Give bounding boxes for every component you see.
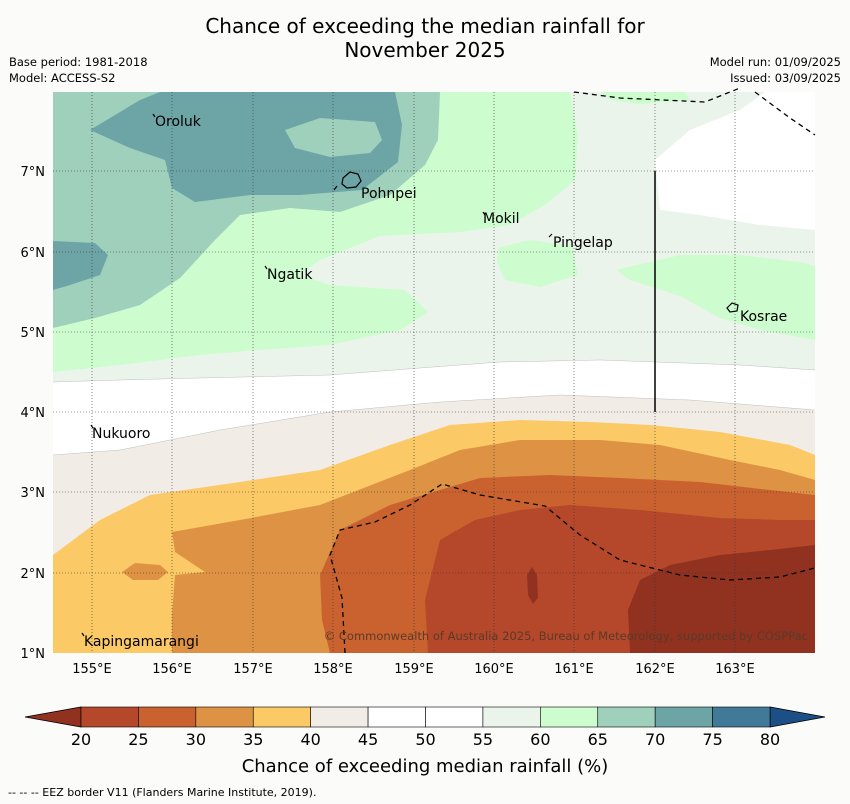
kosrae-island <box>726 302 739 313</box>
lat-label: 3°N <box>21 486 46 501</box>
meta-right: Model run: 01/09/2025 Issued: 03/09/2025 <box>710 54 841 86</box>
colorbar-cell <box>540 706 599 728</box>
colorbar-tick-label: 80 <box>760 730 780 749</box>
pohnpei-island <box>341 171 362 189</box>
lat-axis: 1°N 2°N 3°N 4°N 5°N 6°N 7°N <box>21 165 46 662</box>
lon-label: 163°E <box>715 662 755 677</box>
island-mark <box>482 211 486 216</box>
title-line-1: Chance of exceeding the median rainfall … <box>205 14 645 38</box>
colorbar-cell <box>138 706 197 728</box>
eez-borders <box>329 87 816 654</box>
colorbar: 20 25 30 35 40 45 50 55 60 65 70 75 80 <box>24 706 826 749</box>
lon-label: 162°E <box>635 662 675 677</box>
lon-label: 160°E <box>474 662 514 677</box>
colorbar-cell <box>654 706 713 728</box>
colorbar-cell <box>597 706 656 728</box>
place-labels: Oroluk Pohnpei Mokil Pingelap Ngatik Kos… <box>84 114 787 650</box>
model-run: Model run: 01/09/2025 <box>709 55 841 69</box>
colorbar-cell <box>425 706 484 728</box>
colorbar-tick-label: 70 <box>645 730 665 749</box>
island-mark <box>548 233 553 238</box>
lat-label: 2°N <box>21 567 46 582</box>
meta-left: Base period: 1981-2018 Model: ACCESS-S2 <box>9 54 148 86</box>
place-label-mokil: Mokil <box>483 211 520 227</box>
place-label-kapingamarangi: Kapingamarangi <box>84 634 199 650</box>
rainfall-contours <box>53 92 815 653</box>
issued-date: Issued: 03/09/2025 <box>730 71 841 85</box>
copyright-text: © Commonwealth of Australia 2025, Bureau… <box>324 629 808 643</box>
colorbar-cells <box>80 706 771 728</box>
eez-footnote: -- -- -- EEZ border V11 (Flanders Marine… <box>8 786 317 799</box>
colorbar-tick-label: 50 <box>415 730 435 749</box>
colorbar-cell <box>310 706 369 728</box>
island-mark <box>264 265 268 270</box>
title-line-2: November 2025 <box>344 38 506 62</box>
colorbar-tick-label: 20 <box>71 730 91 749</box>
lat-label: 7°N <box>21 165 46 180</box>
islands <box>81 113 739 637</box>
base-period: Base period: 1981-2018 <box>9 55 148 69</box>
colorbar-label: Chance of exceeding median rainfall (%) <box>242 756 609 777</box>
lon-label: 159°E <box>394 662 434 677</box>
place-label-pohnpei: Pohnpei <box>361 186 417 202</box>
colorbar-cell <box>252 706 311 728</box>
colorbar-under-arrow <box>24 706 82 728</box>
place-label-kosrae: Kosrae <box>740 309 787 325</box>
colorbar-tick-label: 35 <box>243 730 263 749</box>
place-label-oroluk: Oroluk <box>155 114 202 130</box>
map-title: Chance of exceeding the median rainfall … <box>0 14 850 62</box>
colorbar-tick-label: 30 <box>186 730 206 749</box>
colorbar-tick-label: 60 <box>530 730 550 749</box>
lon-axis: 155°E 156°E 157°E 158°E 159°E 160°E 161°… <box>72 662 755 677</box>
colorbar-tick-label: 25 <box>128 730 148 749</box>
colorbar-cell <box>80 706 139 728</box>
lon-label: 155°E <box>72 662 112 677</box>
island-mark <box>333 185 338 191</box>
lat-label: 1°N <box>21 647 46 662</box>
lat-label: 5°N <box>21 326 46 341</box>
lat-label: 6°N <box>21 246 46 261</box>
colorbar-ticks: 20 25 30 35 40 45 50 55 60 65 70 75 80 <box>71 730 780 749</box>
colorbar-tick-label: 55 <box>473 730 493 749</box>
colorbar-cell <box>712 706 771 728</box>
colorbar-tick-label: 75 <box>702 730 722 749</box>
place-label-pingelap: Pingelap <box>553 235 613 251</box>
lon-label: 157°E <box>233 662 273 677</box>
colorbar-cell <box>367 706 426 728</box>
lon-label: 161°E <box>554 662 594 677</box>
island-mark <box>152 113 156 118</box>
place-label-ngatik: Ngatik <box>267 267 313 283</box>
model-name: Model: ACCESS-S2 <box>9 71 116 85</box>
lon-label: 156°E <box>152 662 192 677</box>
lon-label: 158°E <box>313 662 353 677</box>
colorbar-cell <box>195 706 254 728</box>
colorbar-tick-label: 40 <box>300 730 320 749</box>
colorbar-over-arrow <box>769 706 826 728</box>
colorbar-tick-label: 65 <box>588 730 608 749</box>
colorbar-tick-label: 45 <box>358 730 378 749</box>
place-label-nukuoro: Nukuoro <box>92 426 150 442</box>
colorbar-cell <box>482 706 541 728</box>
lat-label: 4°N <box>21 406 46 421</box>
island-mark <box>90 424 94 429</box>
island-mark <box>81 632 85 637</box>
